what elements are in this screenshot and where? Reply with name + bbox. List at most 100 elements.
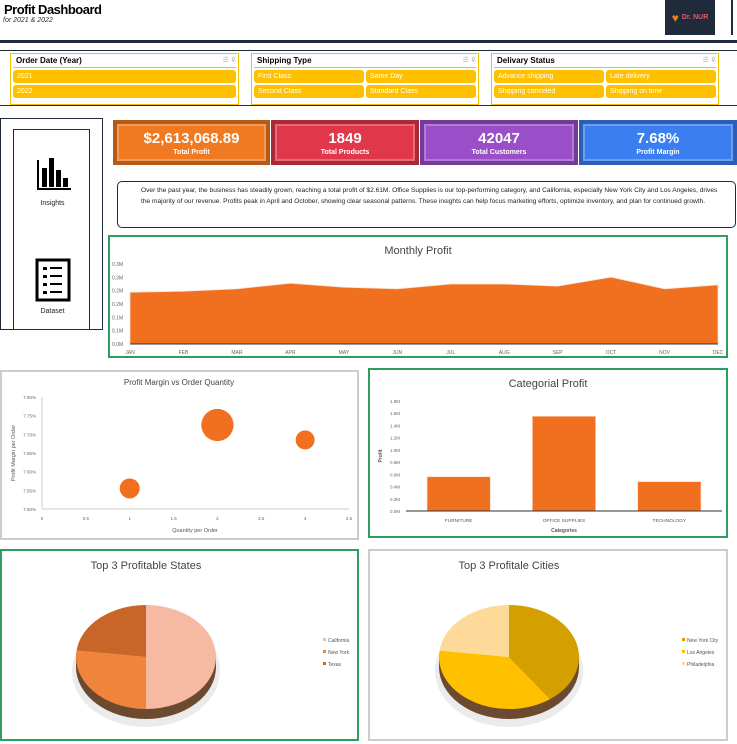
kpi-total-products: 1849 Total Products [271,120,419,165]
list-icon [35,258,71,302]
slicer-item[interactable]: Shipping on time [606,85,716,98]
kpi-label: Total Products [275,149,415,156]
multi-select-icon clear-filter-icon[interactable]: ☰ ⊽ [463,56,476,66]
y-tick-label: 7.60% [23,470,36,475]
insight-text: Over the past year, the business has ste… [117,181,736,228]
x-axis-title: Categories [551,528,577,534]
slicer-delivery-status: Delivary Status☰ ⊽ Advance shipping Late… [491,53,719,105]
page-title: Profit Dashboard [4,2,101,17]
x-tick-label: 1 [128,516,131,521]
nav-dataset[interactable]: Dataset [14,258,91,315]
slicer-item[interactable]: Second Class [254,85,364,98]
bubble-2 [296,430,315,449]
slicer-item[interactable]: Standard Class [366,85,476,98]
bubble-1 [201,409,233,441]
y-tick-label: 1.2M [390,436,400,441]
y-tick-label: 0.2M [112,302,123,308]
y-axis-title: Profit [378,449,384,462]
x-tick-label: JUN [392,350,402,356]
logo-heart-icon: ♥ [672,11,679,25]
page-subtitle: for 2021 & 2022 [3,17,53,24]
slicer-item-2021[interactable]: 2021 [13,70,236,83]
x-tick-label: 1.5 [170,516,177,521]
bubble-0 [120,478,140,498]
kpi-value: 7.68% [583,130,733,147]
multi-select-icon clear-filter-icon[interactable]: ☰ ⊽ [703,56,716,66]
legend-swatch [323,650,326,653]
x-tick-label: 0.5 [83,516,90,521]
slicer-item[interactable]: Advance shipping [494,70,604,83]
chart-title: Monthly Profit [384,245,451,257]
x-tick-label: 3 [304,516,307,521]
multi-select-icon clear-filter-icon[interactable]: ☰ ⊽ [223,56,236,66]
area-series [130,277,718,344]
x-tick-label: AUG [499,350,510,356]
pie-slice-texas [77,605,146,657]
legend-swatch [682,662,685,665]
chart-title: Top 3 Profitale Cities [459,560,560,572]
slicer-item[interactable]: Late delivery [606,70,716,83]
x-tick-label: MAR [231,350,243,356]
legend-swatch [323,662,326,665]
top-states-pie-chart: Top 3 Profitable States California New Yor… [0,549,359,741]
y-tick-label: 0.6M [390,472,400,477]
kpi-profit-margin: 7.68% Profit Margin [579,120,737,165]
legend-label: New York City [687,638,719,644]
divider [0,40,737,43]
bar-technology [638,482,701,511]
x-tick-label: FURNITURE [445,518,473,524]
nav-insights[interactable]: Insights [14,154,91,207]
legend-swatch [682,638,685,641]
x-tick-label: FEB [179,350,189,356]
y-tick-label: 0.4M [390,485,400,490]
x-tick-label: 2 [216,516,219,521]
y-tick-label: 0.1M [112,329,123,335]
slicer-title: Shipping Type [257,56,312,66]
x-axis-title: Quantity per Order [172,528,218,534]
slicer-item[interactable]: Shipping canceled [494,85,604,98]
legend-label: Philadelphia [687,662,714,668]
logo: ♥Dr. NUR [665,0,715,35]
y-tick-label: 0.3M [112,275,123,281]
y-tick-label: 1.4M [390,423,400,428]
y-tick-label: 1.0M [390,448,400,453]
x-tick-label: OCT [606,350,617,356]
chart-title: Top 3 Profitable States [91,560,202,572]
kpi-value: 1849 [275,130,415,147]
legend-label: New York [328,650,350,656]
y-tick-label: 0.3M [112,262,123,268]
y-tick-label: 7.80% [23,395,36,400]
slicer-item-2022[interactable]: 2022 [13,85,236,98]
legend-label: California [328,638,349,644]
y-tick-label: 7.55% [23,488,36,493]
x-tick-label: MAY [339,350,350,356]
legend-swatch [682,650,685,653]
x-tick-label: DEC [713,350,724,356]
bar-chart-icon [33,154,73,192]
kpi-label: Profit Margin [583,149,733,156]
slicer-title: Order Date (Year) [16,56,82,66]
x-tick-label: TECHNOLOGY [653,518,687,524]
y-tick-label: 0.0M [112,342,123,348]
header: Profit Dashboard for 2021 & 2022 ♥Dr. NU… [0,0,733,35]
slicer-order-year: Order Date (Year) ☰ ⊽ 2021 2022 [10,53,239,105]
x-tick-label: 0 [41,516,44,521]
y-tick-label: 7.65% [23,451,36,456]
x-tick-label: APR [285,350,296,356]
filter-bar: Order Date (Year) ☰ ⊽ 2021 2022 Shipping … [0,50,737,106]
x-tick-label: NOV [659,350,671,356]
chart-title: Profit Margin vs Order Quantity [124,378,234,387]
x-tick-label: 3.5 [346,516,353,521]
legend-label: Texas [328,662,342,668]
y-tick-label: 0.2M [112,289,123,295]
slicer-item[interactable]: First Class [254,70,364,83]
slicer-item[interactable]: Same Day [366,70,476,83]
legend-swatch [323,638,326,641]
chart-title: Categorial Profit [509,378,588,390]
y-axis-title: Profit Margin per Order [11,425,17,481]
nav-label: Insights [14,200,91,207]
